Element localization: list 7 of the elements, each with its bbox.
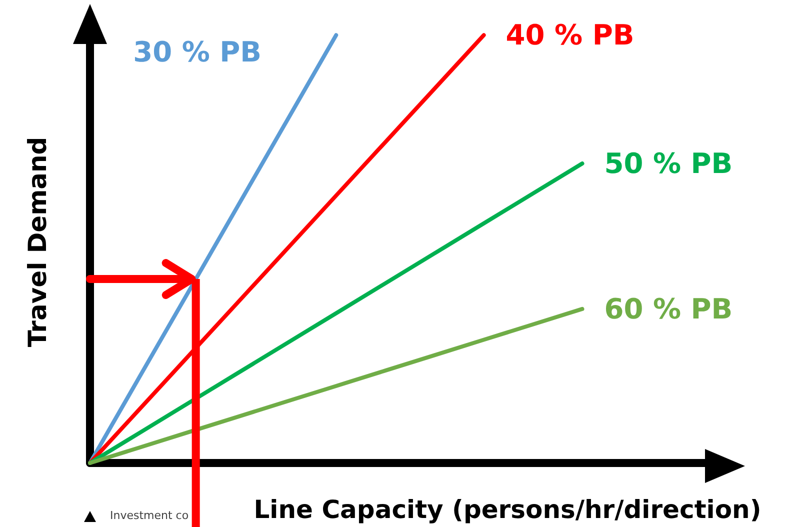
series-label: 40 % PB bbox=[506, 18, 634, 52]
y-axis-title: Travel Demand bbox=[23, 136, 52, 348]
text: Investment co bbox=[110, 509, 189, 522]
x-axis-title: Line Capacity (persons/hr/direction) bbox=[254, 495, 762, 524]
series-label: 30 % PB bbox=[133, 36, 262, 69]
series-label: 60 % PB bbox=[604, 292, 733, 326]
series-label: 50 % PB bbox=[604, 146, 733, 180]
